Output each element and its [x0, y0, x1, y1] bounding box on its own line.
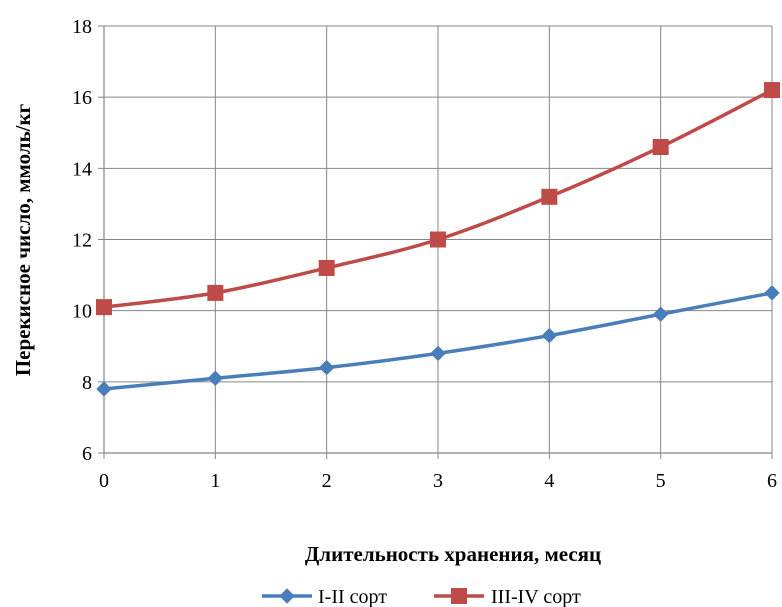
legend: I-II сорт III-IV сорт	[262, 586, 581, 607]
data-point	[430, 345, 446, 362]
data-point	[652, 138, 669, 155]
y-tick-label: 14	[72, 158, 92, 180]
data-point	[430, 231, 446, 248]
x-tick-label: 5	[656, 470, 666, 492]
x-tick-label: 1	[210, 470, 220, 492]
data-point	[652, 306, 669, 322]
legend-item-2: III-IV сорт	[434, 586, 581, 607]
x-tick-label: 3	[433, 470, 443, 492]
y-axis-title: Перекисное число, ммоль/кг	[11, 104, 35, 376]
series-2	[96, 82, 780, 316]
x-tick-label: 0	[99, 470, 109, 492]
y-tick-labels: 6 8 10 12 14 16 18	[72, 16, 92, 465]
data-point	[96, 299, 112, 316]
x-tick-label: 4	[544, 470, 554, 492]
data-point	[318, 359, 335, 376]
legend-item-1: I-II сорт	[262, 586, 387, 607]
legend-marker	[451, 588, 467, 604]
x-axis-title: Длительность хранения, месяц	[305, 542, 601, 566]
data-point	[207, 370, 224, 386]
legend-label: I-II сорт	[318, 586, 387, 607]
data-point	[207, 284, 224, 301]
data-point	[96, 381, 112, 397]
x-tick-label: 6	[767, 470, 777, 492]
series-group	[96, 82, 780, 397]
data-point	[541, 327, 558, 344]
legend-label: III-IV сорт	[491, 586, 581, 607]
y-tick-label: 10	[72, 301, 92, 323]
x-tick-label: 2	[322, 470, 332, 492]
y-tick-label: 12	[72, 230, 92, 252]
legend-marker	[279, 588, 295, 604]
y-tick-label: 8	[82, 372, 92, 394]
data-point	[764, 82, 780, 99]
series-1	[96, 285, 780, 397]
y-tick-label: 6	[82, 443, 92, 465]
data-point	[764, 285, 780, 301]
data-point	[318, 259, 335, 276]
y-tick-label: 16	[72, 87, 92, 109]
data-point	[541, 188, 558, 205]
x-tick-labels: 0 1 2 3 4 5 6	[99, 470, 777, 492]
grid-lines	[103, 25, 773, 454]
y-tick-label: 18	[72, 16, 92, 38]
